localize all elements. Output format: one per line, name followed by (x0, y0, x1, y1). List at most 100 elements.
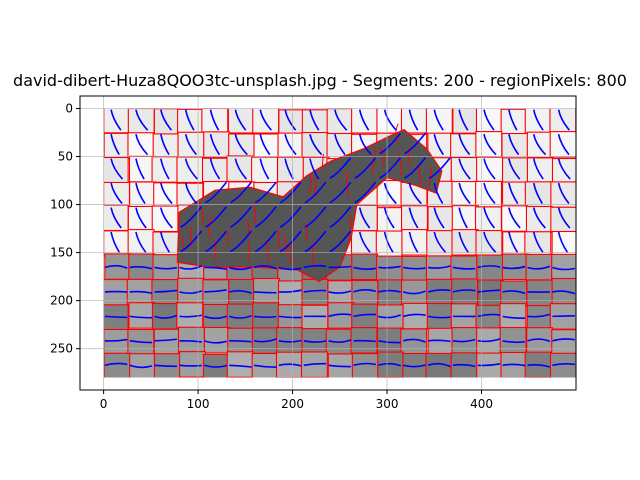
flow-line (135, 109, 149, 131)
segment-region (103, 132, 131, 160)
segment-region (452, 108, 480, 134)
segment-region (152, 133, 180, 160)
flow-line (508, 207, 521, 229)
segment-region (203, 326, 231, 354)
flow-line (154, 289, 178, 293)
flow-line (552, 338, 575, 342)
segment-region (526, 131, 554, 159)
flow-line (209, 109, 220, 131)
flow-line (154, 364, 177, 368)
flow-line (557, 109, 570, 131)
segment-border (207, 215, 213, 239)
flow-line (502, 315, 526, 320)
flow-line (329, 206, 352, 228)
flow-line (278, 339, 302, 343)
x-axis: 0 100 200 300 400 (100, 390, 493, 411)
flow-line (279, 181, 302, 204)
segment-region (376, 108, 404, 134)
flow-line (259, 158, 270, 180)
segment-region (551, 253, 576, 281)
flow-line (204, 289, 227, 293)
flow-line (483, 133, 497, 156)
flow-line (532, 231, 544, 253)
flow-line (284, 109, 297, 131)
x-tick-label: 300 (376, 397, 399, 411)
flow-line (353, 339, 376, 343)
segment-border (348, 214, 352, 239)
segment-region (103, 352, 131, 378)
flow-line (502, 363, 526, 367)
segment-region (500, 280, 528, 307)
segment-region (226, 351, 254, 378)
segment-region (203, 131, 231, 158)
flow-line (557, 207, 571, 229)
segment-border (304, 222, 308, 241)
flow-line (129, 340, 153, 344)
flow-line (452, 289, 476, 293)
flow-line (180, 230, 203, 253)
flow-line (160, 207, 173, 229)
flow-line (358, 133, 372, 156)
segment-region (401, 229, 429, 256)
flow-line (228, 314, 252, 319)
flow-line (527, 338, 551, 343)
flow-line (329, 181, 352, 204)
segment-region (301, 109, 329, 136)
flow-line (483, 182, 496, 205)
flow-line (502, 340, 526, 344)
flow-line (184, 158, 198, 180)
segment-region (376, 207, 404, 234)
segment-border (277, 230, 281, 250)
flow-line (254, 206, 277, 228)
flow-line (279, 230, 302, 253)
flow-line (532, 109, 544, 131)
segment-region (103, 328, 131, 356)
y-tick-label: 200 (50, 294, 73, 308)
segment-region (501, 132, 529, 160)
y-tick-label: 0 (65, 101, 73, 115)
segment-region (351, 353, 379, 378)
flow-line (204, 315, 227, 320)
flow-line (408, 231, 419, 253)
flow-line (402, 338, 426, 343)
segment-border (321, 153, 324, 170)
y-tick-label: 50 (58, 150, 73, 164)
flow-line (110, 134, 120, 156)
plot-area: 0 100 200 300 400 0 50 100 150 200 250 (50, 95, 577, 411)
flow-line (304, 230, 327, 253)
flow-line (254, 230, 277, 253)
flow-line (180, 206, 203, 228)
segment-border (308, 173, 312, 194)
flow-line (253, 291, 277, 294)
flow-line (532, 133, 547, 156)
flow-line (353, 313, 376, 318)
flow-line (204, 340, 227, 344)
flow-line (458, 207, 468, 229)
flow-line (154, 266, 178, 270)
flow-line (229, 364, 252, 368)
flow-line (354, 157, 377, 179)
flow-line (477, 313, 501, 318)
segment-region (278, 109, 306, 136)
flow-line (532, 182, 543, 204)
flow-line (154, 338, 178, 342)
flow-line (160, 158, 170, 180)
flow-line (329, 157, 352, 179)
flow-line (230, 230, 252, 253)
flow-line (228, 266, 252, 271)
flow-line (508, 182, 519, 204)
segment-border (254, 204, 257, 225)
flow-line (483, 158, 496, 180)
segment-border (213, 239, 217, 261)
flow-line (458, 182, 471, 205)
flow-line (303, 340, 327, 343)
flow-line (234, 133, 248, 156)
flow-line (477, 265, 501, 269)
axes-frame (79, 95, 577, 391)
flow-line (110, 158, 124, 180)
x-tick-label: 200 (281, 397, 304, 411)
flow-line (379, 157, 402, 179)
flow-line (358, 207, 371, 229)
flow-line (477, 338, 501, 343)
